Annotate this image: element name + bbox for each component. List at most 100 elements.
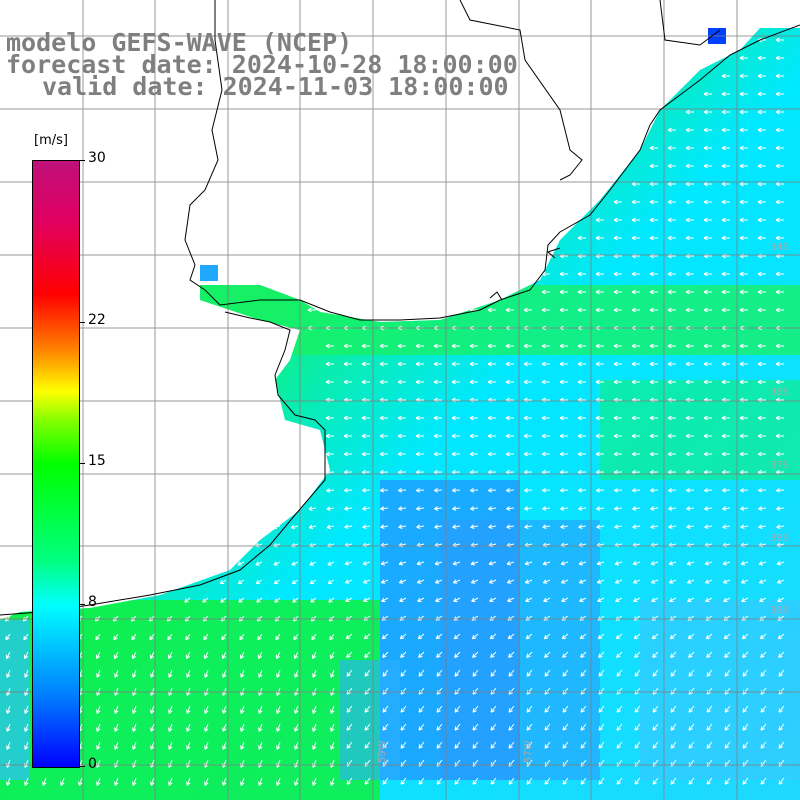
- wind-arrow: [686, 560, 695, 566]
- wind-arrow: [650, 524, 659, 530]
- wind-arrow: [577, 487, 587, 493]
- wind-arrow: [595, 487, 605, 493]
- wind-arrow: [325, 433, 335, 439]
- wind-arrow: [344, 579, 353, 584]
- wind-arrow: [577, 415, 586, 421]
- wind-arrow: [670, 723, 677, 731]
- wind-arrow: [258, 777, 263, 786]
- wind-arrow: [272, 524, 281, 530]
- wind-arrow: [778, 723, 785, 731]
- wind-arrow: [578, 524, 587, 530]
- wind-arrow: [167, 633, 173, 641]
- wind-arrow: [778, 705, 785, 713]
- wind-arrow: [632, 560, 641, 566]
- lat-label: 39S: [770, 605, 789, 616]
- wind-arrow: [219, 579, 227, 585]
- wind-arrow: [595, 289, 604, 295]
- wind-arrow: [344, 560, 353, 566]
- wind-arrow: [508, 723, 515, 731]
- wind-arrow: [398, 506, 407, 511]
- wind-arrow: [757, 127, 766, 133]
- wind-arrow: [721, 361, 730, 367]
- wind-arrow: [649, 289, 658, 295]
- wind-arrow: [775, 343, 784, 349]
- wind-arrow: [524, 524, 533, 530]
- wind-arrow: [451, 361, 460, 367]
- wind-arrow: [237, 579, 245, 585]
- wind-arrow: [595, 307, 604, 313]
- wind-arrow: [150, 705, 155, 714]
- wind-arrow: [632, 579, 641, 584]
- wind-arrow: [649, 487, 659, 493]
- wind-arrow: [346, 651, 353, 658]
- wind-arrow: [705, 633, 713, 640]
- wind-arrow: [185, 651, 191, 660]
- wind-arrow: [722, 560, 731, 566]
- wind-arrow: [330, 723, 335, 732]
- wind-arrow: [757, 199, 766, 205]
- wind-arrow: [346, 723, 353, 731]
- wind-arrow: [560, 579, 569, 584]
- wind-arrow: [362, 506, 371, 511]
- wind-arrow: [597, 633, 605, 640]
- wind-arrow: [132, 723, 137, 732]
- wind-arrow: [6, 705, 11, 714]
- wind-arrow: [541, 451, 551, 457]
- wind-arrow: [559, 289, 568, 295]
- wind-arrow: [544, 741, 551, 749]
- wind-arrow: [631, 415, 640, 421]
- wind-arrow: [524, 579, 533, 584]
- wind-arrow: [469, 451, 479, 457]
- wind-arrow: [312, 741, 317, 750]
- wind-arrow: [415, 361, 424, 367]
- wind-arrow: [472, 723, 479, 731]
- wind-arrow: [487, 451, 497, 457]
- colorbar-tick-label: 15: [88, 453, 106, 469]
- wind-arrow: [380, 560, 389, 566]
- wind-arrow: [361, 379, 370, 385]
- wind-arrow: [579, 597, 587, 602]
- wind-arrow: [524, 506, 533, 511]
- wind-arrow: [505, 433, 515, 439]
- wind-arrow: [614, 506, 623, 511]
- wind-arrow: [95, 651, 101, 660]
- wind-arrow: [703, 307, 712, 313]
- wind-arrow: [42, 777, 47, 786]
- wind-arrow: [685, 343, 694, 349]
- wind-arrow: [704, 524, 713, 530]
- wind-arrow: [452, 560, 461, 566]
- wind-arrow: [273, 561, 281, 566]
- wind-arrow: [631, 199, 640, 205]
- wind-arrow: [454, 741, 461, 749]
- wind-arrow: [559, 487, 569, 493]
- wind-arrow: [23, 633, 29, 641]
- wind-arrow: [78, 777, 83, 786]
- wind-arrow: [362, 560, 371, 566]
- wind-arrow: [616, 651, 623, 658]
- wind-arrow: [667, 217, 676, 223]
- wind-arrow: [238, 597, 245, 603]
- wind-arrow: [577, 289, 586, 295]
- wind-arrow: [487, 343, 496, 349]
- wind-arrow: [685, 145, 694, 151]
- wind-arrow: [523, 307, 532, 313]
- wind-arrow: [346, 669, 353, 677]
- wind-arrow: [705, 597, 713, 602]
- wind-arrow: [649, 415, 658, 421]
- wind-arrow: [559, 271, 568, 277]
- wind-arrow: [703, 163, 712, 169]
- wind-arrow: [760, 669, 767, 677]
- wind-arrow: [451, 307, 460, 313]
- wind-arrow: [739, 487, 749, 493]
- wind-arrow: [595, 361, 604, 367]
- wind-arrow: [382, 741, 389, 749]
- wind-arrow: [186, 723, 191, 732]
- wind-arrow: [757, 433, 767, 439]
- wind-arrow: [562, 777, 569, 785]
- wind-arrow: [631, 433, 641, 439]
- wind-arrow: [257, 633, 263, 641]
- wind-arrow: [652, 669, 659, 677]
- wind-arrow: [186, 741, 191, 750]
- wind-arrow: [739, 217, 748, 223]
- wind-arrow: [508, 777, 515, 785]
